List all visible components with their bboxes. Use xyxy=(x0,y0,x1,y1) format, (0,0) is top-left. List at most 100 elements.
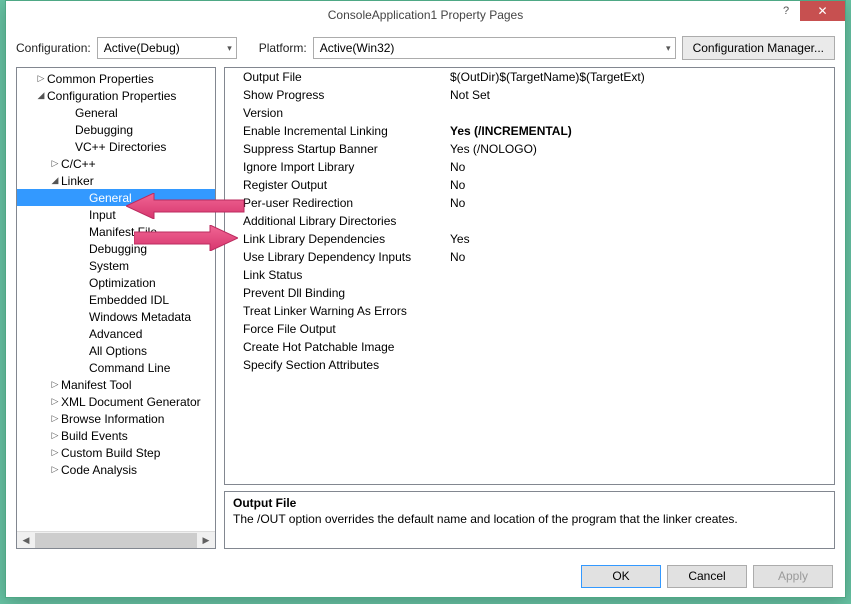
tree-expand-icon[interactable]: ▷ xyxy=(49,447,61,458)
property-name: Per-user Redirection xyxy=(225,196,450,210)
property-value[interactable]: Not Set xyxy=(450,88,834,102)
property-row[interactable]: Prevent Dll Binding xyxy=(225,284,834,302)
property-row[interactable]: Link Status xyxy=(225,266,834,284)
tree-item-label: XML Document Generator xyxy=(61,395,201,409)
tree-item[interactable]: ◢Linker xyxy=(17,172,215,189)
property-row[interactable]: Create Hot Patchable Image xyxy=(225,338,834,356)
tree-item[interactable]: ▷Code Analysis xyxy=(17,461,215,478)
property-value[interactable]: Yes xyxy=(450,232,834,246)
titlebar-controls: ? ✕ xyxy=(772,1,845,29)
property-tree[interactable]: ▷Common Properties◢Configuration Propert… xyxy=(17,68,215,531)
tree-item[interactable]: ▷Manifest Tool xyxy=(17,376,215,393)
configuration-combo[interactable]: Active(Debug) ▾ xyxy=(97,37,237,59)
tree-item[interactable]: ◢Configuration Properties xyxy=(17,87,215,104)
tree-item-label: General xyxy=(75,106,118,120)
body: ▷Common Properties◢Configuration Propert… xyxy=(6,67,845,555)
dialog-footer: OK Cancel Apply xyxy=(6,555,845,597)
property-value[interactable]: No xyxy=(450,196,834,210)
configuration-value: Active(Debug) xyxy=(104,41,180,55)
tree-item[interactable]: ▷Common Properties xyxy=(17,70,215,87)
property-name: Force File Output xyxy=(225,322,450,336)
tree-expand-icon[interactable]: ◢ xyxy=(35,90,47,101)
property-row[interactable]: Output File$(OutDir)$(TargetName)$(Targe… xyxy=(225,68,834,86)
property-grid[interactable]: Output File$(OutDir)$(TargetName)$(Targe… xyxy=(224,67,835,485)
property-row[interactable]: Show ProgressNot Set xyxy=(225,86,834,104)
scroll-right-icon[interactable]: ▶ xyxy=(199,535,213,546)
property-name: Specify Section Attributes xyxy=(225,358,450,372)
tree-expand-icon[interactable]: ▷ xyxy=(49,379,61,390)
tree-item[interactable]: VC++ Directories xyxy=(17,138,215,155)
property-name: Create Hot Patchable Image xyxy=(225,340,450,354)
property-row[interactable]: Specify Section Attributes xyxy=(225,356,834,374)
close-button[interactable]: ✕ xyxy=(800,1,845,21)
tree-expand-icon[interactable]: ▷ xyxy=(49,413,61,424)
tree-item[interactable]: ▷C/C++ xyxy=(17,155,215,172)
tree-expand-icon[interactable]: ▷ xyxy=(35,73,47,84)
tree-item[interactable]: Advanced xyxy=(17,325,215,342)
tree-item[interactable]: Debugging xyxy=(17,121,215,138)
window-title: ConsoleApplication1 Property Pages xyxy=(328,8,523,22)
property-row[interactable]: Per-user RedirectionNo xyxy=(225,194,834,212)
property-value[interactable]: Yes (/INCREMENTAL) xyxy=(450,124,834,138)
tree-item[interactable]: General xyxy=(17,189,215,206)
tree-item-label: Browse Information xyxy=(61,412,164,426)
property-row[interactable]: Suppress Startup BannerYes (/NOLOGO) xyxy=(225,140,834,158)
property-row[interactable]: Register OutputNo xyxy=(225,176,834,194)
chevron-down-icon: ▾ xyxy=(666,43,671,54)
property-row[interactable]: Use Library Dependency InputsNo xyxy=(225,248,834,266)
tree-item[interactable]: System xyxy=(17,257,215,274)
property-row[interactable]: Additional Library Directories xyxy=(225,212,834,230)
property-name: Enable Incremental Linking xyxy=(225,124,450,138)
tree-expand-icon[interactable]: ◢ xyxy=(49,175,61,186)
horizontal-scrollbar[interactable]: ◀ ▶ xyxy=(17,531,215,548)
tree-item[interactable]: Command Line xyxy=(17,359,215,376)
tree-item[interactable]: ▷XML Document Generator xyxy=(17,393,215,410)
tree-item[interactable]: Optimization xyxy=(17,274,215,291)
tree-item-label: Manifest File xyxy=(89,225,157,239)
platform-combo[interactable]: Active(Win32) ▾ xyxy=(313,37,676,59)
property-row[interactable]: Force File Output xyxy=(225,320,834,338)
property-row[interactable]: Link Library DependenciesYes xyxy=(225,230,834,248)
property-value[interactable]: No xyxy=(450,250,834,264)
tree-expand-icon[interactable]: ▷ xyxy=(49,396,61,407)
tree-item[interactable]: ▷Custom Build Step xyxy=(17,444,215,461)
help-button[interactable]: ? xyxy=(772,1,800,21)
tree-item[interactable]: General xyxy=(17,104,215,121)
tree-item-label: All Options xyxy=(89,344,147,358)
property-value[interactable]: Yes (/NOLOGO) xyxy=(450,142,834,156)
tree-item-label: System xyxy=(89,259,129,273)
scrollbar-thumb[interactable] xyxy=(35,533,197,548)
tree-item-label: Input xyxy=(89,208,116,222)
tree-item[interactable]: ▷Browse Information xyxy=(17,410,215,427)
property-row[interactable]: Ignore Import LibraryNo xyxy=(225,158,834,176)
tree-expand-icon[interactable]: ▷ xyxy=(49,430,61,441)
tree-item[interactable]: Debugging xyxy=(17,240,215,257)
tree-item-label: Debugging xyxy=(89,242,147,256)
property-name: Output File xyxy=(225,70,450,84)
property-value[interactable]: No xyxy=(450,160,834,174)
property-row[interactable]: Enable Incremental LinkingYes (/INCREMEN… xyxy=(225,122,834,140)
ok-button[interactable]: OK xyxy=(581,565,661,588)
tree-item-label: Linker xyxy=(61,174,94,188)
tree-item-label: Manifest Tool xyxy=(61,378,131,392)
configuration-manager-button[interactable]: Configuration Manager... xyxy=(682,36,835,60)
scroll-left-icon[interactable]: ◀ xyxy=(19,535,33,546)
apply-button[interactable]: Apply xyxy=(753,565,833,588)
cancel-button[interactable]: Cancel xyxy=(667,565,747,588)
property-name: Link Status xyxy=(225,268,450,282)
tree-item[interactable]: ▷Build Events xyxy=(17,427,215,444)
tree-item[interactable]: Manifest File xyxy=(17,223,215,240)
tree-item[interactable]: Input xyxy=(17,206,215,223)
tree-item[interactable]: Windows Metadata xyxy=(17,308,215,325)
tree-item-label: Code Analysis xyxy=(61,463,137,477)
property-name: Use Library Dependency Inputs xyxy=(225,250,450,264)
tree-item-label: Custom Build Step xyxy=(61,446,160,460)
tree-item[interactable]: Embedded IDL xyxy=(17,291,215,308)
property-value[interactable]: $(OutDir)$(TargetName)$(TargetExt) xyxy=(450,70,834,84)
tree-expand-icon[interactable]: ▷ xyxy=(49,158,61,169)
property-row[interactable]: Treat Linker Warning As Errors xyxy=(225,302,834,320)
tree-item[interactable]: All Options xyxy=(17,342,215,359)
property-row[interactable]: Version xyxy=(225,104,834,122)
property-value[interactable]: No xyxy=(450,178,834,192)
tree-expand-icon[interactable]: ▷ xyxy=(49,464,61,475)
